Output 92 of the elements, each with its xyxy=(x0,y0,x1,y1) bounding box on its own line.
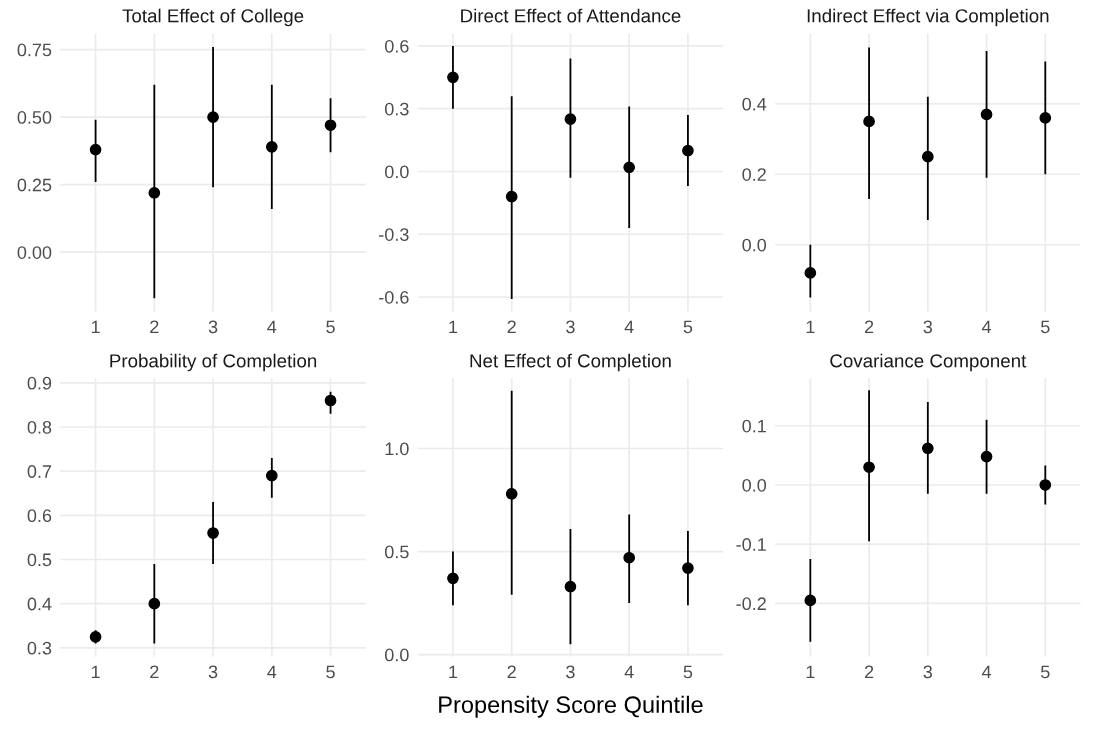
y-tick-label: 0.6 xyxy=(384,39,409,53)
x-tick-label: 3 xyxy=(566,665,575,679)
x-tick-label: 3 xyxy=(208,665,218,679)
x-tick-label: 1 xyxy=(91,320,100,334)
x-tick-label: 5 xyxy=(326,320,335,334)
point xyxy=(980,450,993,463)
point xyxy=(207,111,219,123)
point xyxy=(564,113,577,126)
x-tick-label: 4 xyxy=(624,665,634,679)
point xyxy=(1039,112,1052,124)
point xyxy=(505,190,518,203)
chart-title: Total Effect of College xyxy=(122,8,304,27)
point xyxy=(804,267,817,279)
x-tick-label: 5 xyxy=(326,665,335,679)
point xyxy=(89,143,102,156)
y-tick-label: 0.8 xyxy=(27,420,52,434)
y-tick-label: 0.0 xyxy=(384,648,409,662)
point xyxy=(1039,479,1052,491)
point xyxy=(564,580,577,593)
point xyxy=(148,186,161,199)
point xyxy=(505,487,518,500)
y-tick-label: 0.5 xyxy=(27,553,52,567)
x-tick-label: 4 xyxy=(981,320,992,334)
point xyxy=(265,469,278,482)
x-tick-label: 4 xyxy=(624,320,634,334)
x-tick-label: 4 xyxy=(267,320,277,334)
y-tick-label: 0.9 xyxy=(27,376,52,390)
y-tick-label: 0.0 xyxy=(384,165,409,179)
y-tick-label: -0.2 xyxy=(736,597,766,611)
x-tick-label: 2 xyxy=(150,320,159,334)
point xyxy=(324,119,337,132)
point xyxy=(265,141,278,153)
x-axis-title: Propensity Score Quintile xyxy=(439,695,703,718)
x-tick-label: 2 xyxy=(150,665,159,679)
y-tick-label: 0.25 xyxy=(17,178,52,192)
x-tick-label: 4 xyxy=(267,665,277,679)
x-tick-label: 3 xyxy=(923,665,933,679)
point xyxy=(324,394,337,407)
y-tick-label: 0.00 xyxy=(17,246,52,259)
x-tick-label: 2 xyxy=(507,320,516,334)
point xyxy=(863,461,875,474)
point xyxy=(804,594,817,607)
point xyxy=(921,150,934,163)
y-tick-label: 0.3 xyxy=(384,102,409,116)
y-tick-label: -0.3 xyxy=(379,228,409,241)
y-tick-label: 0.3 xyxy=(27,641,52,655)
point xyxy=(623,161,636,174)
y-tick-label: 0.75 xyxy=(17,43,52,57)
point xyxy=(148,597,161,610)
chart-title: Direct Effect of Attendance xyxy=(461,8,681,23)
point xyxy=(921,442,934,455)
x-tick-label: 1 xyxy=(449,320,458,334)
y-tick-label: 0.0 xyxy=(742,478,767,492)
x-tick-label: 2 xyxy=(864,665,874,679)
point xyxy=(980,108,993,121)
chart-title: Covariance Component xyxy=(830,353,1027,372)
y-tick-label: -0.6 xyxy=(379,290,409,304)
point xyxy=(682,144,694,157)
chart-title: Probability of Completion xyxy=(110,353,317,372)
x-tick-label: 3 xyxy=(923,320,933,334)
y-tick-label: 1.0 xyxy=(385,442,409,456)
y-tick-label: 0.0 xyxy=(742,238,767,252)
x-tick-label: 1 xyxy=(806,320,815,334)
point xyxy=(447,71,459,84)
y-tick-label: 0.2 xyxy=(742,168,766,181)
x-tick-label: 5 xyxy=(1041,320,1050,334)
x-tick-label: 1 xyxy=(449,665,458,679)
x-tick-label: 5 xyxy=(1041,665,1050,679)
x-tick-label: 5 xyxy=(683,665,693,679)
point xyxy=(682,562,694,574)
point xyxy=(623,551,636,564)
x-tick-label: 3 xyxy=(208,320,218,334)
y-tick-label: 0.4 xyxy=(27,597,52,611)
y-tick-label: 0.4 xyxy=(742,97,767,111)
y-tick-label: -0.1 xyxy=(736,538,766,551)
chart-title: Indirect Effect via Completion xyxy=(807,8,1049,27)
point xyxy=(447,572,459,585)
x-tick-label: 2 xyxy=(864,320,874,334)
x-tick-label: 5 xyxy=(683,320,693,334)
y-tick-label: 0.7 xyxy=(27,465,52,478)
y-tick-label: 0.5 xyxy=(384,545,409,559)
point xyxy=(207,527,219,539)
y-tick-label: 0.1 xyxy=(742,419,766,433)
x-tick-label: 1 xyxy=(91,665,100,679)
x-tick-label: 1 xyxy=(806,665,815,679)
point xyxy=(863,115,875,128)
x-tick-label: 4 xyxy=(981,665,992,679)
chart-title: Net Effect of Completion xyxy=(470,353,671,372)
y-tick-label: 0.6 xyxy=(27,509,52,523)
x-tick-label: 3 xyxy=(566,320,575,334)
y-tick-label: 0.50 xyxy=(17,111,52,124)
x-tick-label: 2 xyxy=(507,665,516,679)
